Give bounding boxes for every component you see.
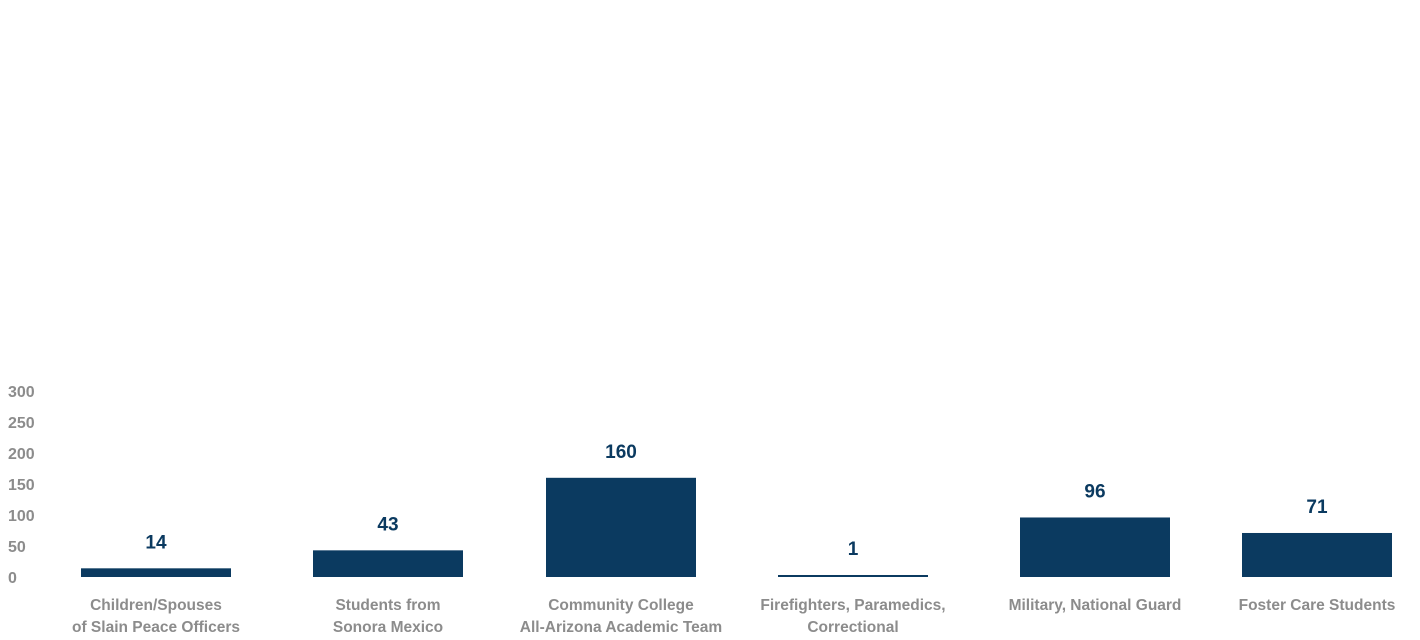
y-axis: 0 50 100 150 200 250 300: [8, 384, 35, 587]
bar: [313, 550, 463, 577]
bar: [1242, 532, 1392, 577]
category-label: Foster Care Students: [1239, 597, 1396, 614]
category-label: Students from: [335, 597, 440, 614]
y-tick-label: 0: [8, 570, 17, 587]
bar-value-label: 96: [1084, 481, 1105, 502]
category-label: Community College: [548, 597, 694, 614]
bar: [778, 575, 928, 577]
y-tick-label: 50: [8, 539, 26, 556]
category-label: Firefighters, Paramedics,: [760, 597, 945, 614]
bar-value-label: 14: [145, 532, 167, 553]
y-tick-label: 300: [8, 384, 35, 401]
bar-value-label: 1: [848, 539, 859, 560]
bars: [81, 477, 1392, 577]
bar-value-label: 160: [605, 442, 637, 463]
x-axis: Children/Spouses of Slain Peace Officers S…: [72, 597, 1395, 636]
category-label: Correctional: [807, 619, 898, 636]
bar-value-label: 71: [1306, 497, 1328, 518]
y-tick-label: 150: [8, 477, 35, 494]
category-label: Military, National Guard: [1009, 597, 1182, 614]
bar: [81, 568, 231, 577]
y-tick-label: 250: [8, 415, 35, 432]
bar: [546, 477, 696, 577]
category-label: All-Arizona Academic Team: [520, 619, 722, 636]
bar: [1020, 517, 1170, 577]
category-label: Sonora Mexico: [333, 619, 443, 636]
category-label: Children/Spouses: [90, 597, 222, 614]
y-tick-label: 200: [8, 446, 35, 463]
category-label: of Slain Peace Officers: [72, 619, 240, 636]
y-tick-label: 100: [8, 508, 35, 525]
data-labels: 14 43 160 1 96 71: [145, 442, 1328, 560]
bar-value-label: 43: [377, 514, 398, 535]
